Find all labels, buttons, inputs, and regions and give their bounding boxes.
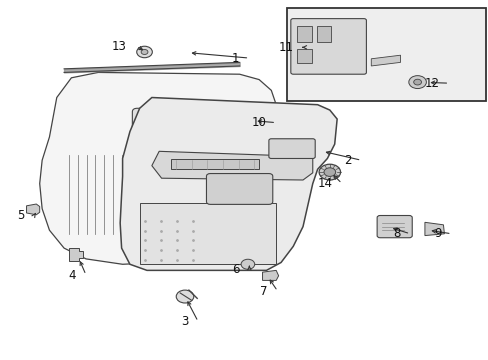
FancyBboxPatch shape: [132, 108, 229, 162]
Text: 7: 7: [260, 285, 267, 298]
Bar: [171, 159, 259, 169]
Polygon shape: [370, 55, 400, 66]
FancyBboxPatch shape: [147, 166, 224, 212]
Circle shape: [141, 49, 148, 54]
FancyBboxPatch shape: [376, 216, 411, 238]
FancyBboxPatch shape: [157, 212, 224, 252]
Bar: [287, 8, 485, 101]
Text: 14: 14: [317, 177, 331, 190]
Text: 6: 6: [232, 263, 239, 276]
FancyBboxPatch shape: [268, 139, 315, 158]
Circle shape: [166, 178, 195, 200]
Circle shape: [137, 46, 152, 58]
Bar: [297, 26, 311, 42]
Circle shape: [176, 290, 193, 303]
Text: 9: 9: [434, 227, 441, 240]
Circle shape: [319, 164, 340, 180]
Circle shape: [161, 121, 200, 149]
Bar: [140, 203, 276, 264]
Polygon shape: [69, 248, 82, 261]
Polygon shape: [120, 98, 336, 270]
Text: 4: 4: [69, 269, 76, 282]
Text: 3: 3: [181, 315, 188, 328]
FancyBboxPatch shape: [206, 174, 272, 204]
Text: 8: 8: [392, 227, 400, 240]
Text: 13: 13: [111, 40, 126, 53]
Circle shape: [408, 76, 426, 89]
Polygon shape: [26, 204, 40, 215]
Text: 5: 5: [17, 210, 24, 222]
Circle shape: [241, 259, 254, 269]
FancyBboxPatch shape: [290, 19, 366, 74]
Polygon shape: [262, 270, 278, 280]
Polygon shape: [40, 72, 276, 264]
Polygon shape: [152, 151, 312, 180]
Circle shape: [324, 168, 335, 176]
Circle shape: [413, 79, 421, 85]
Text: 1: 1: [232, 51, 239, 64]
Text: 2: 2: [344, 154, 351, 167]
Bar: [297, 49, 311, 63]
Text: 10: 10: [251, 116, 266, 129]
Text: 12: 12: [424, 77, 439, 90]
Circle shape: [170, 127, 191, 143]
Polygon shape: [424, 222, 444, 235]
Text: 11: 11: [278, 41, 293, 54]
Bar: [316, 26, 330, 42]
